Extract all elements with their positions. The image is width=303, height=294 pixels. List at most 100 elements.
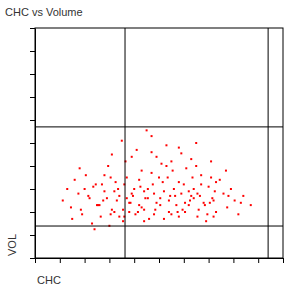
point [158,177,160,179]
x-tick-mark [60,258,61,263]
x-tick-mark [209,258,210,263]
point [240,202,242,204]
point [156,156,158,158]
point [210,177,212,179]
point [209,202,211,204]
point [89,197,91,199]
point [196,216,198,218]
point [200,174,202,176]
gate-line [125,28,126,258]
point [84,188,86,190]
x-tick-mark [134,258,135,263]
point [143,220,145,222]
point [188,204,190,206]
point [225,170,227,172]
x-tick-mark [184,258,185,263]
chart: CHC vs Volume CHC VOL [0,0,303,294]
point [103,190,105,192]
point [103,174,105,176]
point [177,211,179,213]
point [134,213,136,215]
x-tick [258,258,259,263]
y-tick [30,235,35,236]
gate-line [35,126,283,127]
point [81,213,83,215]
y-tick-mark [30,51,35,52]
title: CHC vs Volume [5,6,83,18]
point [131,193,133,195]
point [172,170,174,172]
point [111,209,113,211]
point [219,179,221,181]
point [71,218,73,220]
point [206,213,208,215]
x-tick [209,258,210,263]
point [121,140,123,142]
y-axis-title: VOL [6,234,18,256]
x-tick-mark [233,258,234,263]
point [144,197,146,199]
point [94,228,96,230]
x-axis-title: CHC [37,274,61,286]
point [97,204,99,206]
x-tick [109,258,110,263]
point [115,181,117,183]
point [211,197,213,199]
point [100,216,102,218]
point [159,204,161,206]
point [163,190,165,192]
y-tick [30,212,35,213]
point [237,213,239,215]
point [132,195,134,197]
point [153,193,155,195]
point [213,216,215,218]
gate-lines [35,28,283,258]
point [195,142,197,144]
point [193,188,195,190]
y-tick-mark [30,166,35,167]
y-tick [30,143,35,144]
point [180,152,182,154]
point [195,165,197,167]
x-tick [35,258,36,263]
x-tick-mark [283,258,284,263]
point [222,193,224,195]
point [159,197,161,199]
y-tick [30,166,35,167]
point [147,188,149,190]
point [101,183,103,185]
y-tick [30,258,35,259]
point [111,154,113,156]
point [208,186,210,188]
y-tick [30,189,35,190]
point [214,190,216,192]
point [175,204,177,206]
point [167,177,169,179]
point [165,165,167,167]
point [183,183,185,185]
point [95,183,97,185]
point [162,181,164,183]
y-tick [30,28,35,29]
point [198,209,200,211]
y-tick-mark [30,28,35,29]
point [151,135,153,137]
point [74,179,76,181]
points [62,129,252,230]
y-axis [30,29,36,259]
point [234,200,236,202]
point [193,197,195,199]
point [215,181,217,183]
point [184,202,186,204]
y-tick [30,74,35,75]
x-tick-mark [85,258,86,263]
point [110,213,112,215]
point [91,223,93,225]
point [226,206,228,208]
point [213,200,215,202]
point [143,209,145,211]
point [128,202,130,204]
point [182,209,184,211]
point [184,211,186,213]
point [148,218,150,220]
